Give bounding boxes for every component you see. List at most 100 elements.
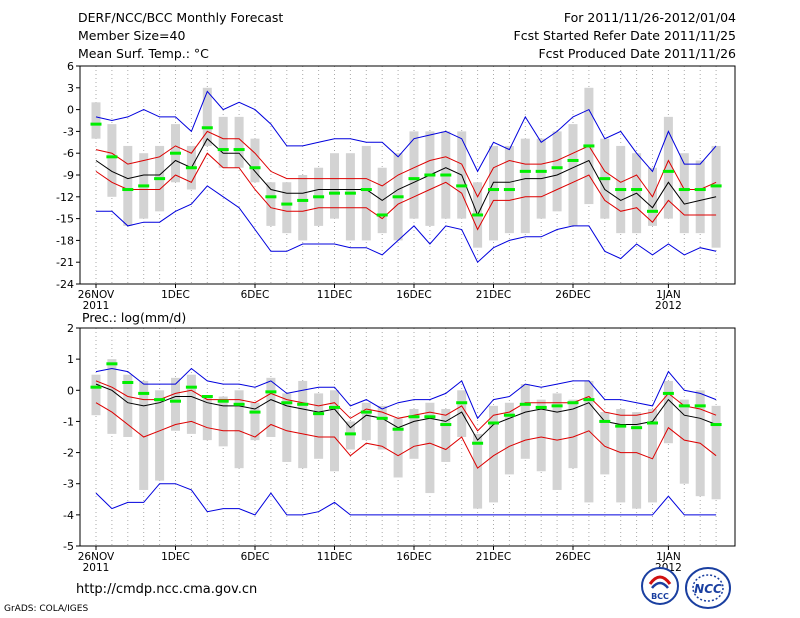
prec-x-tick-label: 1JAN xyxy=(656,551,681,563)
variable-label: Mean Surf. Temp.: °C xyxy=(78,46,209,61)
prec-box-1DEC xyxy=(171,377,180,431)
prec-median-6DEC xyxy=(249,410,261,414)
prec-y-tick-label: -5 xyxy=(63,540,74,553)
temp-box-17DEC xyxy=(425,131,435,226)
prec-box-4JAN xyxy=(711,405,721,500)
temp-y-tick-label: -3 xyxy=(63,125,74,138)
temp-x-tick-year: 2012 xyxy=(655,300,682,312)
temp-median-18DEC xyxy=(440,173,452,177)
prec-box-3DEC xyxy=(202,396,212,441)
temp-median-4DEC xyxy=(217,148,229,152)
prec-box-28DEC xyxy=(600,412,610,475)
prec-y-tick-label: 2 xyxy=(67,322,74,335)
temp-box-23DEC xyxy=(520,138,530,234)
temp-median-26NOV xyxy=(90,122,102,126)
temp-ensemble-mean-line xyxy=(95,137,717,217)
prec-box-18DEC xyxy=(441,408,451,462)
prec-box-10DEC xyxy=(314,393,324,459)
prec-median-27DEC xyxy=(583,398,595,402)
temp-median-17DEC xyxy=(424,173,436,177)
bcc-logo: BCC xyxy=(641,567,679,605)
prec-median-3DEC xyxy=(201,395,213,399)
prec-box-27DEC xyxy=(584,380,594,503)
temp-box-7DEC xyxy=(266,182,276,226)
prec-box-15DEC xyxy=(393,418,403,478)
temp-median-16DEC xyxy=(408,177,420,181)
prec-y-tick-label: -4 xyxy=(63,509,74,522)
prec-median-12DEC xyxy=(344,432,356,436)
prec-box-26DEC xyxy=(568,399,578,469)
prec-box-29NOV xyxy=(139,380,149,490)
temp-median-28NOV xyxy=(122,188,134,192)
prec-box-29DEC xyxy=(616,408,626,503)
prec-box-6DEC xyxy=(250,402,260,441)
prec-box-11DEC xyxy=(330,390,339,472)
prec-box-24DEC xyxy=(536,399,546,472)
forecast-started-date: Fcst Started Refer Date 2011/11/25 xyxy=(513,28,737,43)
temp-median-12DEC xyxy=(344,191,356,195)
prec-box-5DEC xyxy=(234,390,244,469)
prec-box-28NOV xyxy=(123,374,133,437)
temp-median-2JAN xyxy=(678,188,690,192)
prec-median-13DEC xyxy=(360,410,372,414)
prec-lower-band-line xyxy=(95,402,717,469)
temp-median-15DEC xyxy=(392,195,404,199)
prec-y-tick-label: -1 xyxy=(63,415,74,428)
temp-box-11DEC xyxy=(330,153,339,219)
prec-box-9DEC xyxy=(298,380,308,469)
prec-median-30DEC xyxy=(631,426,643,430)
prec-box-7DEC xyxy=(266,377,276,437)
temp-median-1DEC xyxy=(170,151,181,155)
prec-median-2DEC xyxy=(185,385,197,389)
temp-x-tick-label: 26NOV xyxy=(78,289,115,301)
temp-box-28NOV xyxy=(123,145,133,226)
prec-box-12DEC xyxy=(345,421,355,450)
prec-median-26NOV xyxy=(90,385,102,389)
prec-median-10DEC xyxy=(313,412,325,416)
temp-x-tick-label: 16DEC xyxy=(396,289,431,301)
prec-median-28NOV xyxy=(122,381,134,384)
temp-box-16DEC xyxy=(409,131,419,219)
prec-median-11DEC xyxy=(329,405,340,409)
temp-box-4JAN xyxy=(711,145,721,248)
temp-box-1JAN xyxy=(663,116,673,219)
prec-box-2DEC xyxy=(186,374,196,434)
temp-box-26DEC xyxy=(568,124,578,226)
temp-y-tick-label: -21 xyxy=(56,256,74,269)
temp-x-tick-label: 26DEC xyxy=(555,289,590,301)
prec-box-19DEC xyxy=(457,390,467,437)
temp-box-12DEC xyxy=(345,153,355,241)
bcc-logo-text: BCC xyxy=(651,592,669,601)
temp-y-tick-label: -6 xyxy=(63,147,74,160)
temp-median-8DEC xyxy=(281,202,293,206)
temp-median-27DEC xyxy=(583,144,595,148)
prec-median-23DEC xyxy=(519,402,531,406)
prec-median-15DEC xyxy=(392,427,404,431)
temp-box-9DEC xyxy=(298,175,308,241)
prec-x-tick-label: 26NOV xyxy=(78,551,115,563)
temp-x-tick-label: 1JAN xyxy=(656,289,681,301)
prec-box-30DEC xyxy=(632,412,642,509)
prec-y-tick-label: 0 xyxy=(67,384,74,397)
prec-y-tick-label: -2 xyxy=(63,447,74,460)
source-url[interactable]: http://cmdp.ncc.cma.gov.cn xyxy=(76,582,258,597)
prec-box-4DEC xyxy=(218,396,228,447)
chart-title: DERF/NCC/BCC Monthly Forecast xyxy=(78,10,284,25)
temp-median-26DEC xyxy=(567,158,579,162)
prec-median-19DEC xyxy=(456,401,468,405)
temp-box-5DEC xyxy=(234,116,244,168)
prec-median-18DEC xyxy=(440,423,452,427)
temp-x-tick-label: 6DEC xyxy=(241,289,270,301)
prec-x-tick-label: 1DEC xyxy=(161,551,190,563)
prec-box-26NOV xyxy=(91,374,101,416)
prec-median-9DEC xyxy=(297,402,309,406)
temp-median-27NOV xyxy=(106,155,118,159)
temp-box-26NOV xyxy=(91,102,101,139)
temp-x-tick-label: 21DEC xyxy=(476,289,511,301)
temp-box-3JAN xyxy=(695,160,705,234)
temp-box-4DEC xyxy=(218,116,228,168)
grads-credit: GrADS: COLA/IGES xyxy=(4,604,89,614)
temp-median-10DEC xyxy=(313,195,325,199)
temp-y-tick-label: -12 xyxy=(56,191,74,204)
